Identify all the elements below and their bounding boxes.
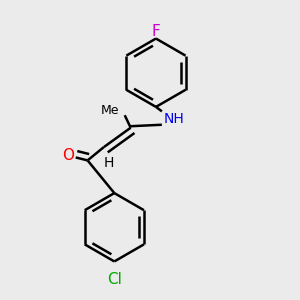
Text: Me: Me [100, 104, 119, 117]
Text: F: F [152, 24, 160, 39]
Text: Cl: Cl [107, 272, 122, 287]
Text: O: O [62, 148, 74, 164]
Text: H: H [103, 156, 114, 170]
Text: NH: NH [164, 112, 184, 126]
